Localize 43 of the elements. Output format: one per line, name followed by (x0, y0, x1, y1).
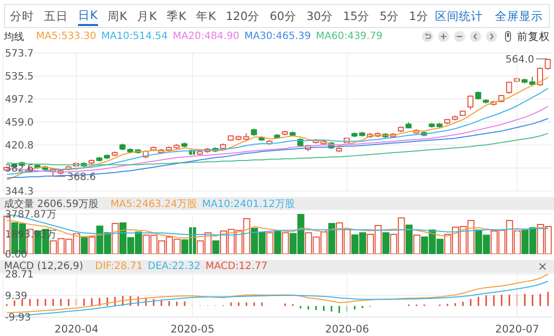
text: 五日 (44, 8, 68, 24)
x-tick-label: 2020-06 (325, 323, 370, 336)
text: 5分 (380, 8, 399, 24)
text: DIF:28.71 (95, 261, 143, 272)
y-tick-label: 28.71 (5, 270, 34, 280)
text: 季K (166, 8, 186, 24)
text: MA5:533.30 (36, 31, 96, 42)
y-tick-label: 3787.87万 (5, 210, 56, 220)
text: 分时 (10, 8, 34, 24)
text: MA60:439.79 (316, 31, 382, 42)
text: 月K (137, 8, 157, 24)
text: 区间统计 (435, 8, 483, 24)
text: MA10:2401.12万股 (202, 198, 296, 210)
y-tick-label: 535.5 (5, 71, 34, 82)
text: 15分 (342, 8, 370, 24)
text: 前复权 (517, 30, 550, 44)
y-tick-label: 344.3 (5, 186, 34, 198)
text: 60分 (270, 8, 296, 24)
y-tick-label: 9.39 (5, 291, 28, 302)
text: MA10:514.54 (101, 31, 168, 42)
text: DEA:22.32 (148, 261, 200, 272)
y-tick-label: 420.8 (5, 140, 34, 152)
text: MA30:465.39 (244, 31, 311, 42)
y-tick-label: -9.93 (5, 312, 31, 324)
y-tick-label: 459.0 (5, 118, 34, 128)
chart-title: 成交量 2606.59万股 (4, 198, 99, 210)
y-tick-label: 497.2 (5, 94, 34, 106)
text: 周K (108, 8, 128, 24)
annotation: 564.0 (505, 54, 534, 66)
legend-title: 均线 (4, 30, 24, 44)
text: MA5:2463.24万股 (110, 198, 198, 210)
text: 日K (78, 6, 98, 26)
text: 年K (196, 8, 216, 24)
x-tick-label: 2020-07 (495, 323, 540, 336)
text: 1分 (408, 8, 428, 24)
text: 120分 (226, 8, 260, 24)
x-tick-label: 2020-04 (54, 323, 99, 336)
y-tick-label: 573.7 (5, 48, 34, 60)
x-tick-label: 2020-05 (170, 323, 214, 336)
text: 全屏显示 (495, 8, 543, 24)
text: MA20:484.90 (172, 31, 240, 42)
text: MACD:12.77 (205, 261, 268, 272)
text: 30分 (306, 8, 333, 24)
